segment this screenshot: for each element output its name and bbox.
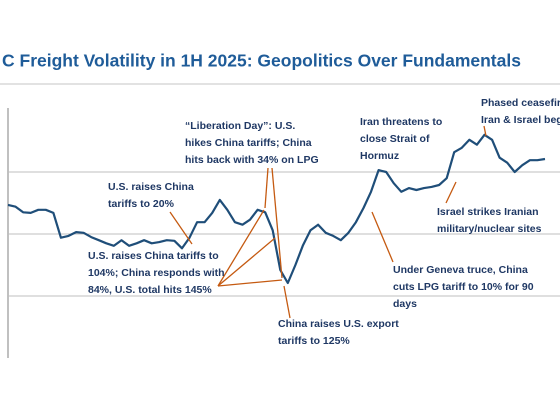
chart-title: C Freight Volatility in 1H 2025: Geopoli…: [2, 51, 521, 71]
annotation: hikes China tariffs; China: [185, 137, 312, 149]
annotation: cuts LPG tariff to 10% for 90: [393, 281, 534, 293]
annotation: Hormuz: [360, 150, 399, 162]
leader-line: [217, 237, 276, 287]
leader-line: [283, 285, 291, 319]
leader-line: [445, 181, 457, 204]
annotation: U.S. raises China: [108, 181, 194, 193]
annotation: U.S. raises China tariffs to: [88, 250, 219, 262]
annotation: military/nuclear sites: [437, 223, 542, 235]
leader-line: [217, 279, 283, 287]
series-line: [7, 133, 546, 285]
leader-line: [169, 211, 193, 245]
annotation: tariffs to 125%: [278, 335, 350, 347]
leader-line: [217, 209, 265, 287]
annotation: Iran threatens to: [360, 116, 442, 128]
leader-line: [264, 167, 269, 209]
annotation: Iran & Israel beg: [481, 114, 560, 126]
annotation: China raises U.S. export: [278, 318, 399, 330]
annotation: days: [393, 298, 417, 310]
leader-line: [483, 125, 487, 137]
annotation: Phased ceasefire: [481, 97, 560, 109]
leader-line: [371, 211, 394, 263]
annotation: hits back with 34% on LPG: [185, 154, 319, 166]
annotation: tariffs to 20%: [108, 198, 175, 210]
annotation: “Liberation Day”: U.S.: [185, 120, 295, 132]
annotation: Israel strikes Iranian: [437, 206, 539, 218]
annotation: 104%; China responds with: [88, 267, 225, 279]
leader-line: [271, 167, 283, 279]
annotation: 84%, U.S. total hits 145%: [88, 284, 212, 296]
annotation: Under Geneva truce, China: [393, 264, 528, 276]
annotation: close Strait of: [360, 133, 430, 145]
